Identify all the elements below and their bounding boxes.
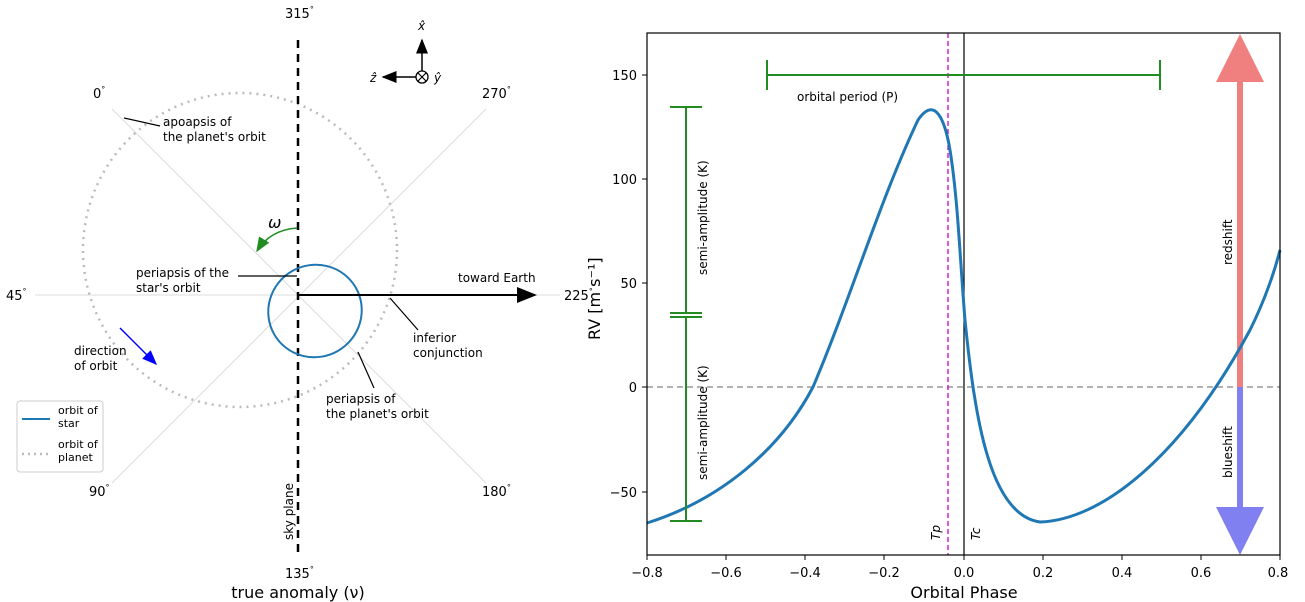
tc-label: Tc xyxy=(969,527,983,540)
y-hat-label: ŷ xyxy=(433,71,442,85)
y-tick-label: −50 xyxy=(610,486,637,501)
orbit-diagram: ω 315° 0° 270° 45° 225° 90° 180° 135° x̂… xyxy=(6,5,593,602)
angle-180: 180° xyxy=(482,483,511,500)
periapsis-planet-leader xyxy=(357,351,375,389)
angle-225: 225° xyxy=(564,287,593,304)
angle-270: 270° xyxy=(482,85,511,102)
toward-earth-label: toward Earth xyxy=(458,271,536,285)
x-tick-label: −0.8 xyxy=(631,566,663,581)
x-tick-label: 0.4 xyxy=(1112,566,1133,581)
omega-symbol: ω xyxy=(268,213,281,232)
legend-planet-label: orbit of planet xyxy=(58,438,99,464)
apoapsis-label: apoapsis of the planet's orbit xyxy=(163,115,266,144)
y-axis-ticks xyxy=(642,74,647,493)
angle-45: 45° xyxy=(6,287,27,304)
direction-label: direction of orbit xyxy=(74,344,127,373)
planet-orbit xyxy=(81,91,399,409)
unit-vector-compass: x̂ ẑ ŷ xyxy=(369,19,442,85)
period-label: orbital period (P) xyxy=(797,90,898,104)
inferior-conjunction-label: inferior conjunction xyxy=(413,331,483,360)
k-bracket-upper xyxy=(670,106,702,314)
y-tick-label: 150 xyxy=(612,69,637,84)
angle-315: 315° xyxy=(285,5,314,22)
angle-0: 0° xyxy=(93,85,105,102)
x-tick-label: 0.8 xyxy=(1268,566,1289,581)
x-tick-label: −0.2 xyxy=(868,566,900,581)
z-hat-label: ẑ xyxy=(369,71,377,85)
direction-arrow xyxy=(119,327,158,366)
y-tick-label: 50 xyxy=(620,277,637,292)
x-hat-label: x̂ xyxy=(417,19,426,33)
k-label-lower: semi-amplitude (K) xyxy=(696,365,710,480)
periapsis-star-label: periapsis of the star's orbit xyxy=(136,266,229,295)
legend-star-label: orbit of star xyxy=(58,404,99,430)
y-tick-label: 100 xyxy=(612,173,637,188)
sky-plane-label: sky plane xyxy=(282,483,296,540)
inferior-leader xyxy=(389,297,419,331)
rv-curve xyxy=(646,108,1282,525)
angle-90: 90° xyxy=(89,483,110,500)
x-tick-label: 0.2 xyxy=(1033,566,1054,581)
rv-axis-ylabel: RV [m s⁻¹] xyxy=(585,257,604,340)
rv-axis-xlabel: Orbital Phase xyxy=(910,583,1017,602)
rv-plot: orbital period (P) semi-amplitude (K) se… xyxy=(585,32,1289,602)
true-anomaly-axis-title: true anomaly (ν) xyxy=(231,583,364,602)
k-label-upper: semi-amplitude (K) xyxy=(696,160,710,275)
tp-label: Tp xyxy=(929,525,943,540)
period-bracket xyxy=(766,60,1161,90)
omega-arc-arrow xyxy=(256,227,298,253)
x-axis-ticks xyxy=(646,555,1281,560)
x-tick-label: −0.6 xyxy=(710,566,742,581)
angle-135: 135° xyxy=(285,565,314,582)
y-tick-label: 0 xyxy=(629,381,637,396)
periapsis-planet-label: periapsis of the planet's orbit xyxy=(326,392,429,421)
x-tick-label: 0.0 xyxy=(954,566,975,581)
blueshift-label: blueshift xyxy=(1221,426,1235,478)
x-tick-label: 0.6 xyxy=(1191,566,1212,581)
redshift-label: redshift xyxy=(1221,219,1235,265)
apoapsis-leader xyxy=(123,117,161,127)
orbit-legend: orbit of star orbit of planet xyxy=(16,400,104,473)
star-orbit xyxy=(267,263,363,359)
x-tick-label: −0.4 xyxy=(789,566,821,581)
k-bracket-lower xyxy=(670,316,702,522)
